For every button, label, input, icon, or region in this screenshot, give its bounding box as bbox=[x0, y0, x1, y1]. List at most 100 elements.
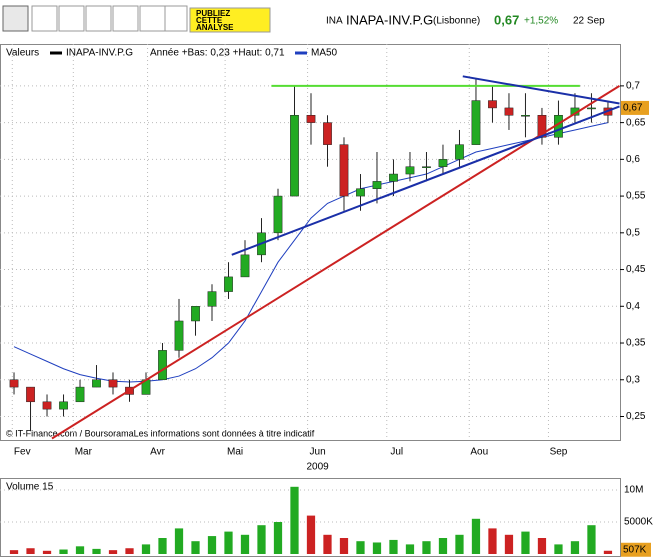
ad-text: PUBLIEZ bbox=[196, 9, 230, 18]
volume-bar bbox=[405, 544, 415, 554]
footer: © IT-Finance.com / BoursoramaLes informa… bbox=[6, 428, 315, 438]
candle-body bbox=[339, 144, 349, 197]
legend-ma: MA50 bbox=[311, 48, 338, 59]
candle-body bbox=[290, 115, 299, 197]
candle-body bbox=[207, 291, 217, 307]
volume-bar bbox=[257, 525, 266, 554]
candle-body bbox=[191, 306, 200, 322]
volume-bar bbox=[75, 546, 85, 554]
trendline bbox=[231, 105, 620, 256]
y-tick-label: 5000K bbox=[624, 517, 653, 528]
candle-body bbox=[323, 122, 332, 145]
candle-body bbox=[405, 166, 415, 175]
candle-body bbox=[75, 386, 85, 403]
candle-body bbox=[372, 181, 382, 189]
volume-bar bbox=[587, 525, 596, 554]
y-tick-label: 0,5 bbox=[626, 227, 640, 238]
candle-body bbox=[438, 159, 448, 167]
ticker: INA bbox=[326, 16, 343, 27]
candle-body bbox=[158, 350, 167, 381]
y-tick-label: 0,55 bbox=[626, 191, 646, 202]
x-tick-label: Aou bbox=[470, 447, 488, 458]
x-tick-label: Fev bbox=[14, 447, 31, 458]
zoom-tool[interactable] bbox=[2, 5, 29, 32]
y-tick-label: 0,4 bbox=[626, 301, 640, 312]
volume-bar bbox=[240, 534, 250, 554]
volume-bar bbox=[141, 544, 151, 554]
volume-bar bbox=[207, 536, 217, 554]
candle-body bbox=[587, 107, 596, 110]
volume-bar bbox=[158, 538, 167, 554]
volume-title: Volume 15 bbox=[6, 482, 54, 493]
candle-body bbox=[306, 115, 316, 123]
stock-name: INAPA-INV.P.G bbox=[346, 12, 433, 27]
candle-body bbox=[488, 100, 497, 109]
volume-bar bbox=[603, 550, 613, 554]
candle-body bbox=[273, 195, 283, 234]
volume-bar bbox=[108, 550, 118, 554]
y-tick-label: 0,3 bbox=[626, 374, 640, 385]
x-tick-label: Mai bbox=[227, 447, 243, 458]
volume-bar bbox=[504, 534, 514, 554]
publish-button[interactable] bbox=[189, 7, 271, 33]
hline-tool[interactable] bbox=[58, 5, 85, 32]
volume-bar bbox=[422, 541, 431, 554]
x-tick-label: Jun bbox=[310, 447, 326, 458]
volume-bar bbox=[92, 548, 101, 554]
y-tick-label: 0,6 bbox=[626, 154, 640, 165]
candle-body bbox=[240, 254, 250, 278]
candle-body bbox=[521, 115, 530, 117]
volume-bar bbox=[356, 541, 365, 554]
channel-tool[interactable] bbox=[112, 5, 139, 32]
candle-body bbox=[9, 379, 19, 388]
x-tick-label: Mar bbox=[75, 447, 93, 458]
volume-bar bbox=[389, 539, 398, 554]
delete-tool[interactable] bbox=[164, 5, 188, 32]
date: 22 Sep bbox=[573, 16, 605, 27]
volume-bar bbox=[339, 538, 349, 554]
volume-bar bbox=[125, 548, 134, 554]
fib-tool[interactable] bbox=[85, 5, 112, 32]
volume-bar bbox=[224, 531, 233, 554]
volume-bar bbox=[455, 534, 464, 554]
candle-body bbox=[174, 320, 184, 351]
volume-bar bbox=[471, 518, 481, 554]
candle-body bbox=[108, 379, 118, 388]
y-tick-label: 0,25 bbox=[626, 411, 646, 422]
trendline bbox=[51, 85, 621, 440]
line-tool[interactable] bbox=[31, 5, 58, 32]
volume-bar bbox=[273, 522, 283, 554]
volume-bar bbox=[488, 528, 497, 554]
legend-label: Valeurs bbox=[6, 48, 39, 59]
volume-bar bbox=[59, 549, 68, 554]
tool-icons[interactable] bbox=[2, 5, 188, 32]
candle-body bbox=[389, 173, 398, 182]
volume-bar bbox=[323, 534, 332, 554]
x-tick-label: Jul bbox=[390, 447, 403, 458]
candle-body bbox=[42, 401, 52, 410]
market: (Lisbonne) bbox=[433, 16, 480, 27]
candle-body bbox=[26, 386, 35, 403]
volume-bar bbox=[372, 542, 382, 554]
volume-bar bbox=[191, 541, 200, 554]
volume-bar bbox=[42, 550, 52, 554]
last-price-box bbox=[621, 100, 649, 115]
volume-bar bbox=[174, 528, 184, 554]
candle-body bbox=[59, 401, 68, 410]
volume-bar bbox=[9, 550, 19, 554]
candle-body bbox=[504, 107, 514, 116]
volume-bar bbox=[290, 486, 299, 554]
ad-text: ANALYSE bbox=[196, 23, 234, 32]
y-tick-label: 0,35 bbox=[626, 338, 646, 349]
volume-bar bbox=[570, 541, 580, 554]
volume-bar bbox=[537, 538, 547, 554]
year-label: 2009 bbox=[306, 462, 329, 473]
volume-bar bbox=[554, 544, 563, 554]
trend-tool[interactable] bbox=[139, 5, 166, 32]
y-tick-label: 0,65 bbox=[626, 117, 646, 128]
volume-bar bbox=[438, 538, 448, 554]
y-tick-label: 0,7 bbox=[626, 81, 640, 92]
candle-body bbox=[224, 276, 233, 292]
